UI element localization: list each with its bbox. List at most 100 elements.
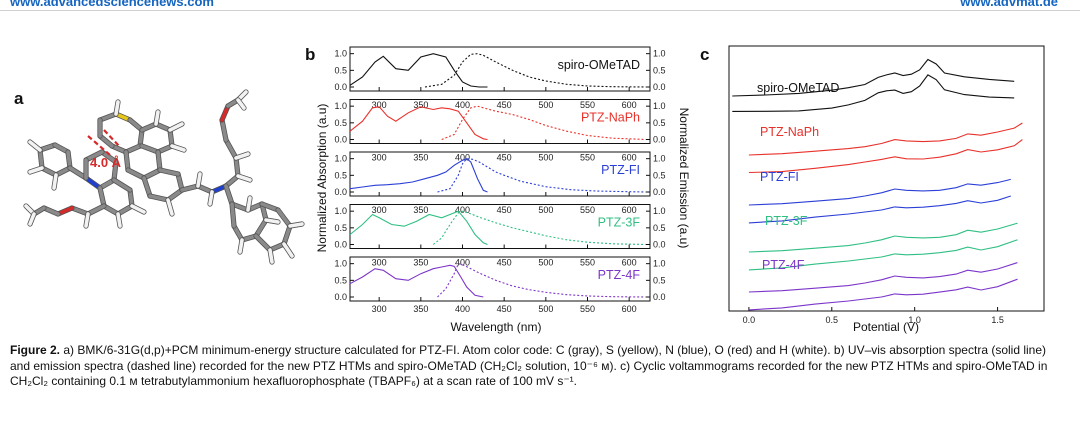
cv-x-tick-label: 0.5: [826, 315, 839, 325]
subplot-frame: [349, 256, 651, 302]
spectra-subplot: 0.0 0.0 0.5 0.5 1.0 1.0 300 350 400 450 500 550 600P…: [334, 99, 666, 145]
y2-tick-label: 0.5: [653, 223, 666, 233]
caption-text: a) BMK/6-31G(d,p)+PCM minimum-energy str…: [10, 343, 1048, 388]
bond-stick: [196, 172, 202, 188]
panel-c-letter: c: [700, 45, 709, 64]
bond-stick: [28, 212, 36, 226]
panel-a-molecule: a 4.0 Å: [14, 89, 305, 265]
cv-curve-group: PTZ-3F: [748, 214, 1018, 271]
bond-stick: [288, 222, 304, 228]
compound-label: PTZ-NaPh: [581, 111, 640, 125]
subplot-frame: [349, 99, 651, 144]
panel-a-letter: a: [14, 89, 24, 108]
bond-stick: [254, 218, 268, 238]
bond-stick: [254, 234, 272, 252]
y-tick-label: 0.0: [334, 292, 347, 302]
x-tick-label: 400: [455, 304, 470, 314]
bond-stick: [170, 144, 186, 152]
bond-stick: [180, 184, 200, 192]
journal-url-right[interactable]: www.advmat.de: [960, 0, 1058, 9]
bond-stick: [114, 100, 120, 116]
journal-url-left[interactable]: www.advancedsciencenews.com: [10, 0, 214, 9]
bond-stick: [98, 186, 106, 208]
y2-tick-label: 0.5: [653, 170, 666, 180]
cv-compound-label: PTZ-FI: [760, 170, 799, 184]
y-tick-label: 0.0: [334, 135, 347, 145]
x-tick-label: 550: [580, 153, 595, 163]
bond-stick: [86, 204, 106, 216]
distance-dash-line-2: [103, 129, 121, 148]
emission-line: [437, 158, 646, 193]
x-tick-label: 350: [413, 153, 428, 163]
y-tick-label: 1.0: [334, 206, 347, 216]
bond-stick: [166, 198, 174, 216]
x-tick-label: 600: [622, 258, 637, 268]
y2-tick-label: 1.0: [653, 259, 666, 269]
bond-stick: [234, 156, 240, 178]
y-tick-label: 1.0: [334, 101, 347, 111]
bond-stick: [40, 166, 58, 177]
bond-stick: [168, 122, 184, 132]
bond-stick: [176, 172, 184, 192]
cv-x-tick-label: 1.0: [908, 315, 921, 325]
spectra-subplot: 0.0 0.0 0.5 0.5 1.0 1.0 300 350 400 450 500 550 600P…: [334, 256, 666, 302]
bond-stick: [220, 118, 228, 142]
x-tick-label: 300: [372, 205, 387, 215]
spectra-subplots: 0.0 0.0 0.5 0.5 1.0 1.0 spiro-OMeTAD 0.0 0.0 0.5 0…: [334, 46, 666, 314]
x-tick-label: 350: [413, 100, 428, 110]
x-tick-label: 450: [497, 258, 512, 268]
compound-label: PTZ-3F: [598, 216, 641, 230]
emission-line: [437, 263, 646, 298]
bond-stick: [282, 242, 294, 258]
cv-compound-label: PTZ-NaPh: [760, 125, 819, 139]
cv-compound-label: PTZ-3F: [765, 214, 808, 228]
bond-stick: [224, 184, 234, 206]
x-tick-label: 400: [455, 205, 470, 215]
absorption-line: [349, 210, 488, 246]
bond-stick: [230, 202, 236, 228]
compound-label: PTZ-FI: [601, 163, 640, 177]
bond-stick: [282, 224, 292, 246]
bond-stick: [224, 138, 238, 160]
bond-stick: [148, 194, 170, 202]
bond-stick: [116, 212, 122, 228]
compound-label: spiro-OMeTAD: [558, 58, 640, 72]
y2-tick-label: 0.5: [653, 275, 666, 285]
subplot-frame: [349, 151, 651, 197]
y-tick-label: 0.5: [334, 118, 347, 128]
bond-stick: [168, 128, 174, 148]
bond-stick: [84, 150, 104, 162]
x-tick-label: 450: [497, 100, 512, 110]
bond-stick: [52, 173, 58, 190]
x-tick-label: 450: [497, 153, 512, 163]
bond-stick: [38, 143, 57, 152]
y2-tick-label: 0.0: [653, 135, 666, 145]
cv-x-tick-label: 0.0: [743, 315, 756, 325]
y-tick-label: 0.0: [334, 187, 347, 197]
bond-stick: [140, 144, 160, 154]
emission-line: [424, 53, 646, 88]
panel-c-cv: c Potential (V) 0.0 0.5 1.0 1.5 spiro-OMeTAD…: [700, 45, 1045, 334]
distance-dash-line: [87, 135, 111, 156]
x-tick-label: 400: [455, 258, 470, 268]
x-tick-label: 600: [622, 304, 637, 314]
bond-stick: [166, 188, 184, 202]
cv-forward-line: [748, 222, 1018, 253]
figure-caption: Figure 2. a) BMK/6-31G(d,p)+PCM minimum-…: [10, 343, 1068, 390]
bond-stick: [66, 150, 72, 170]
bond-stick: [112, 178, 132, 192]
bond-stick: [98, 178, 116, 190]
x-tick-label: 450: [497, 205, 512, 215]
y-tick-label: 0.0: [334, 240, 347, 250]
bond-stick: [142, 176, 152, 198]
y-left-axis-title: Normalized Absorption (a.u): [315, 104, 329, 253]
y-tick-label: 0.5: [334, 170, 347, 180]
distance-label: 4.0 Å: [90, 155, 122, 170]
bond-stick: [100, 150, 118, 164]
y-tick-label: 1.0: [334, 49, 347, 59]
subplot-frame: [349, 46, 651, 92]
y-tick-label: 0.0: [334, 82, 347, 92]
y-tick-label: 0.5: [334, 223, 347, 233]
emission-line: [432, 210, 646, 246]
x-tick-label: 550: [580, 205, 595, 215]
